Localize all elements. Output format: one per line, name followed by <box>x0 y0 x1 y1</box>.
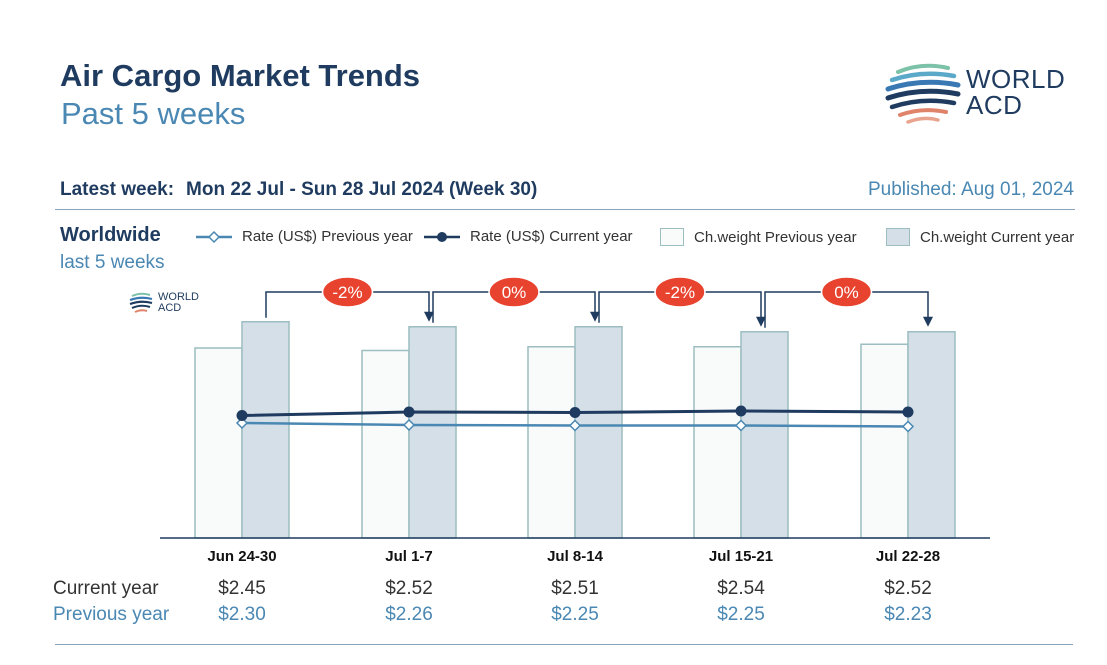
change-badge-text: 0% <box>502 283 527 302</box>
header-divider <box>55 209 1075 210</box>
point-rate-previous <box>734 419 748 432</box>
bar-weight-previous <box>860 343 909 539</box>
legend-line-current-icon <box>424 231 460 242</box>
point-rate-current <box>902 406 914 418</box>
legend-item-rate-previous: Rate (US$) Previous year <box>196 228 413 245</box>
small-logo-text-acd: ACD <box>158 302 182 314</box>
page-subtitle: Past 5 weeks <box>61 96 246 131</box>
change-badge <box>488 276 540 308</box>
current-year-rate: $2.45 <box>218 578 266 599</box>
period-label: last 5 weeks <box>60 252 165 273</box>
small-world-acd-logo: WORLD ACD <box>128 290 208 318</box>
previous-year-label: Previous year <box>53 604 170 625</box>
legend-bar-previous-icon <box>660 228 684 246</box>
change-badge <box>321 276 374 308</box>
footer-divider <box>55 644 1073 645</box>
bar-weight-current <box>907 331 956 539</box>
point-rate-current <box>236 410 248 421</box>
bar-weight-previous <box>693 346 742 539</box>
previous-year-rate: $2.26 <box>385 604 433 625</box>
small-logo-text-world: WORLD <box>158 291 199 303</box>
point-rate-previous <box>235 416 249 430</box>
small-globe-swoosh-icon <box>129 292 153 313</box>
page-title: Air Cargo Market Trends <box>60 58 421 93</box>
current-year-rate: $2.52 <box>385 578 433 599</box>
legend-item-rate-current: Rate (US$) Current year <box>424 228 633 245</box>
x-tick-label: Jul 15-21 <box>709 548 773 565</box>
point-rate-previous <box>568 419 582 432</box>
legend-item-weight-previous: Ch.weight Previous year <box>660 228 857 246</box>
point-rate-current <box>735 405 747 417</box>
logo-text-acd: ACD <box>966 90 1023 120</box>
latest-week-label: Latest week: <box>60 179 175 200</box>
published-date: Published: Aug 01, 2024 <box>867 179 1074 200</box>
world-acd-logo: WORLD ACD <box>882 58 1082 130</box>
previous-year-rate: $2.25 <box>717 604 765 625</box>
current-year-rate: $2.54 <box>717 578 765 599</box>
globe-swoosh-icon <box>885 63 961 124</box>
legend-bar-current-icon <box>886 228 910 246</box>
change-arrow-icon <box>756 316 766 327</box>
latest-week: Latest week: Mon 22 Jul - Sun 28 Jul 2024… <box>60 179 537 201</box>
change-badge <box>654 276 706 308</box>
previous-year-rate: $2.30 <box>218 604 266 625</box>
point-rate-previous <box>402 418 416 432</box>
current-year-rate: $2.51 <box>551 578 599 599</box>
legend-label: Ch.weight Current year <box>920 228 1075 246</box>
bar-weight-current <box>740 331 789 539</box>
change-arrow-icon <box>590 311 600 322</box>
bar-weight-previous <box>194 347 243 539</box>
bar-weight-previous <box>361 349 410 539</box>
bar-weight-current <box>574 326 623 539</box>
change-arrow-icon <box>424 311 434 322</box>
x-tick-label: Jul 1-7 <box>385 548 433 565</box>
bar-weight-previous <box>527 346 576 539</box>
point-rate-current <box>403 406 415 418</box>
logo-text-world: WORLD <box>966 64 1066 94</box>
current-year-rate: $2.52 <box>884 578 932 599</box>
legend-item-weight-current: Ch.weight Current year <box>886 228 1074 246</box>
x-tick-label: Jul 8-14 <box>547 548 604 565</box>
point-rate-current <box>569 407 581 418</box>
x-tick-label: Jul 22-28 <box>876 548 940 565</box>
point-rate-previous <box>901 420 915 433</box>
region-label: Worldwide <box>60 224 161 246</box>
legend-label: Rate (US$) Current year <box>470 228 633 245</box>
legend-line-previous-icon <box>196 230 232 243</box>
legend-label: Rate (US$) Previous year <box>242 228 413 245</box>
previous-year-rate: $2.23 <box>884 604 932 625</box>
change-badge-text: 0% <box>834 283 859 302</box>
change-badge-text: -2% <box>665 283 695 302</box>
x-tick-label: Jun 24-30 <box>207 548 276 565</box>
previous-year-rate: $2.25 <box>551 604 599 625</box>
bar-weight-current <box>241 321 290 539</box>
current-year-label: Current year <box>53 578 159 599</box>
latest-week-value: Mon 22 Jul - Sun 28 Jul 2024 (Week 30) <box>186 179 538 200</box>
change-badge <box>820 276 873 308</box>
change-arrow-icon <box>923 316 933 327</box>
bar-weight-current <box>408 326 457 539</box>
change-badge-text: -2% <box>332 283 362 302</box>
legend-label: Ch.weight Previous year <box>694 228 857 246</box>
